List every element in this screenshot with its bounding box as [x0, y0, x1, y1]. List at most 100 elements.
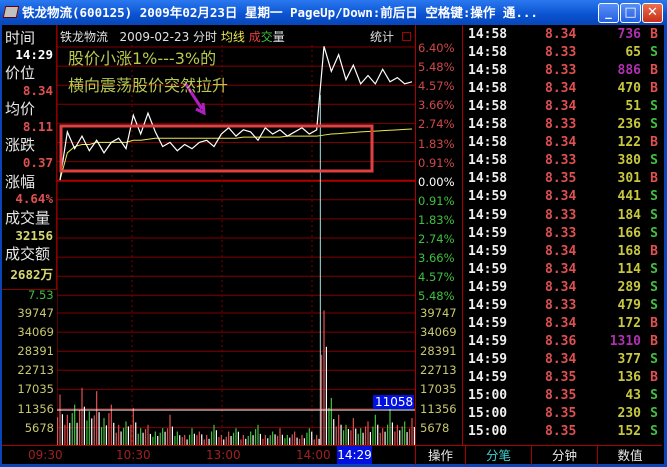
change-label: 涨跌: [5, 136, 36, 154]
volume-bar: [333, 419, 335, 445]
volume-bar: [201, 434, 203, 445]
volume-bar: [235, 428, 237, 445]
tick-time: 14:58: [468, 81, 508, 97]
tick-price: 8.34: [545, 99, 577, 115]
annotation-line-1: 股价小涨1%---3%的: [68, 49, 217, 68]
change-value: 0.37: [22, 155, 53, 170]
volume-bar: [98, 412, 100, 445]
volume-bar: [242, 434, 244, 445]
tick-direction: S: [650, 207, 658, 223]
volume-bar: [377, 424, 379, 445]
volume-bar: [186, 439, 188, 445]
volume-bar: [91, 418, 93, 445]
maximize-button[interactable]: □: [620, 3, 641, 23]
tick-direction: B: [650, 27, 658, 42]
tick-time: 14:59: [468, 279, 508, 295]
pct-tick: 1.83%: [418, 136, 455, 151]
volume-bar: [374, 414, 376, 445]
tick-volume: 230: [617, 406, 641, 422]
volume-bar: [325, 346, 327, 445]
tick-time: 14:59: [468, 207, 508, 223]
tick-price: 8.34: [545, 261, 577, 277]
low-price-label: 7.53: [28, 288, 54, 302]
tick-direction: B: [650, 81, 658, 97]
tick-row: 14:59 8.34 168 B: [465, 244, 661, 262]
tick-row: 14:59 8.35 136 B: [465, 370, 661, 388]
tick-time: 14:59: [468, 243, 508, 259]
pct-label: 涨幅: [5, 173, 36, 191]
amount-value: 2682万: [10, 267, 53, 282]
pct-tick: 0.91%: [418, 155, 455, 170]
tick-volume: 168: [617, 243, 641, 259]
volume-bar: [137, 433, 139, 445]
minimize-button[interactable]: _: [598, 3, 619, 23]
volume-bar: [81, 387, 83, 445]
volume-bar: [252, 435, 254, 445]
volume-bar: [88, 411, 90, 445]
pct-value: 4.64%: [15, 191, 53, 206]
volume-bar: [308, 428, 310, 445]
close-button[interactable]: ✕: [642, 3, 663, 23]
tab-ticks[interactable]: 分笔: [465, 446, 531, 465]
volume-bar: [306, 432, 308, 445]
volume-bar: [345, 424, 347, 445]
volume-bar: [394, 431, 396, 445]
volume-bar: [64, 424, 66, 445]
volume-bar: [350, 430, 352, 445]
volume-bar: [179, 435, 181, 445]
pct-tick: 3.66%: [418, 98, 455, 113]
volume-bar: [230, 435, 232, 445]
volume-tick: 5678: [420, 420, 450, 435]
tick-price: 8.34: [545, 135, 577, 151]
volume-bar: [167, 428, 169, 445]
tick-price: 8.33: [545, 63, 577, 79]
stat-button[interactable]: 统计: [370, 30, 395, 44]
volume-bar: [218, 437, 220, 445]
volume-bar: [198, 431, 200, 445]
pct-tick: 0.91%: [418, 193, 455, 208]
tick-row: 14:59 8.34 172 B: [465, 316, 661, 334]
stat-toggle[interactable]: [402, 32, 411, 41]
tick-list: 14:58 8.34 736 B 14:58 8.33 65 S 14:58 8.33 886 B 14…: [465, 25, 661, 445]
operate-button[interactable]: 操作: [415, 446, 465, 465]
volume-bar: [142, 432, 144, 445]
tick-time: 14:58: [468, 135, 508, 151]
tick-price: 8.35: [545, 424, 577, 440]
tick-price: 8.34: [545, 243, 577, 259]
tick-direction: B: [650, 243, 658, 259]
volume-bar: [76, 422, 78, 445]
volume-bar: [272, 431, 274, 445]
volume-bar: [105, 425, 107, 445]
tick-row: 14:58 8.33 886 B: [465, 63, 661, 81]
pct-tick: 4.57%: [418, 270, 455, 285]
window-frame: [0, 25, 667, 467]
volume-bar: [223, 439, 225, 445]
volume-bar: [259, 433, 261, 445]
tick-volume: 886: [617, 63, 641, 79]
tab-values[interactable]: 数值: [597, 446, 662, 465]
volume-tick-left: 39747: [17, 306, 54, 320]
tick-price: 8.36: [545, 333, 577, 349]
volume-legend-c: 量: [272, 30, 285, 44]
volume-bar: [340, 424, 342, 445]
volume-bar: [120, 431, 122, 445]
volume-bar: [110, 404, 112, 445]
chart-mode: 分时: [193, 30, 218, 44]
intraday-chart[interactable]: [57, 25, 415, 445]
tick-time: 14:59: [468, 351, 508, 367]
volume-bar: [391, 422, 393, 445]
volume-bar: [108, 413, 110, 445]
tick-row: 14:58 8.33 65 S: [465, 45, 661, 63]
tick-price: 8.33: [545, 45, 577, 61]
tick-row: 14:59 8.34 441 S: [465, 189, 661, 207]
tick-time: 14:58: [468, 99, 508, 115]
volume-tick: 28391: [420, 344, 457, 359]
volume-bar: [225, 436, 227, 445]
tick-time: 14:58: [468, 171, 508, 187]
tick-direction: S: [650, 153, 658, 169]
tick-price: 8.33: [545, 207, 577, 223]
volume-bar: [59, 394, 61, 445]
tick-price: 8.33: [545, 153, 577, 169]
volume-bar: [347, 429, 349, 445]
tab-minute[interactable]: 分钟: [531, 446, 597, 465]
